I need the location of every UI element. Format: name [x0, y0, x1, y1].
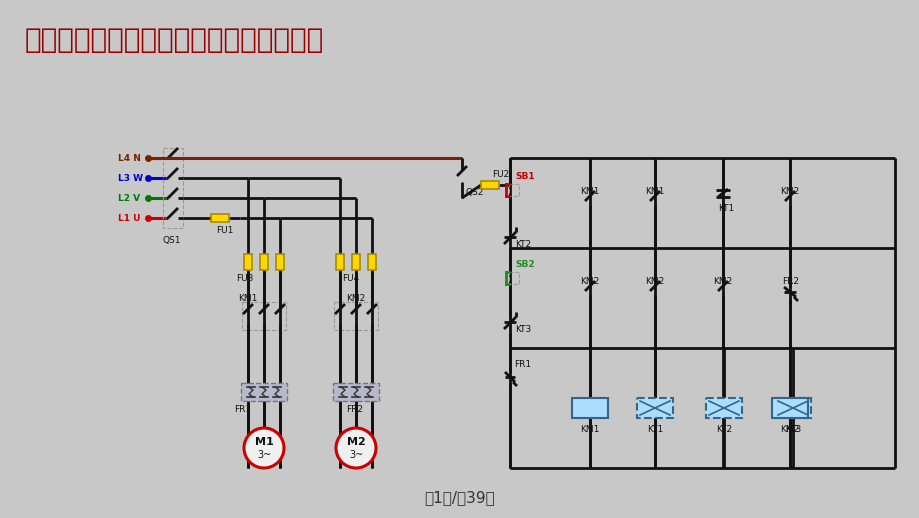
Text: KM1: KM1	[580, 425, 599, 435]
Text: QS1: QS1	[163, 236, 181, 244]
Bar	[210, 214, 229, 222]
Text: FU1: FU1	[216, 225, 233, 235]
Text: L1 U: L1 U	[118, 213, 141, 223]
Bar	[368, 254, 376, 270]
Text: 3~: 3~	[256, 450, 271, 460]
Circle shape	[244, 428, 284, 468]
Text: SB1: SB1	[515, 171, 534, 180]
Text: L2 V: L2 V	[118, 194, 140, 203]
Bar	[481, 181, 498, 189]
Bar	[572, 398, 607, 418]
Text: KM2: KM2	[579, 277, 598, 285]
Text: 3~: 3~	[348, 450, 363, 460]
Bar	[335, 254, 344, 270]
Bar	[276, 254, 284, 270]
Bar	[771, 398, 807, 418]
Text: 第1页/共39页: 第1页/共39页	[425, 491, 494, 506]
Text: KT1: KT1	[646, 425, 663, 435]
Text: FU4: FU4	[342, 274, 358, 282]
Bar	[334, 302, 378, 330]
Text: KM2: KM2	[346, 294, 365, 303]
Bar	[705, 398, 742, 418]
Text: KM1: KM1	[644, 186, 664, 195]
Text: KM2: KM2	[712, 277, 732, 285]
Text: KT1: KT1	[717, 204, 733, 212]
Bar	[774, 398, 811, 418]
Text: KM2: KM2	[779, 425, 799, 435]
Bar	[241, 383, 287, 401]
Text: FU2: FU2	[492, 169, 509, 179]
Text: KM2: KM2	[644, 277, 664, 285]
Text: FR2: FR2	[346, 406, 363, 414]
Text: FU3: FU3	[236, 274, 253, 282]
Text: FR2: FR2	[781, 277, 798, 285]
Text: FR1: FR1	[514, 359, 530, 368]
Text: QS2: QS2	[466, 188, 483, 196]
Text: KM1: KM1	[579, 186, 598, 195]
Bar	[333, 383, 379, 401]
Bar	[508, 184, 518, 196]
Text: M2: M2	[346, 437, 365, 447]
Text: KM2: KM2	[779, 186, 799, 195]
Text: FR1: FR1	[233, 406, 251, 414]
Bar	[242, 302, 286, 330]
Bar	[508, 272, 518, 284]
Text: L3 W: L3 W	[118, 174, 142, 182]
Bar	[163, 148, 183, 228]
Bar	[260, 254, 267, 270]
Bar	[352, 254, 359, 270]
Circle shape	[335, 428, 376, 468]
Text: M1: M1	[255, 437, 273, 447]
Text: KT3: KT3	[784, 425, 800, 435]
Text: KT2: KT2	[515, 239, 530, 249]
Bar	[244, 254, 252, 270]
Text: 项目一：电动机顺序启动、顺序停止控制: 项目一：电动机顺序启动、顺序停止控制	[25, 26, 323, 54]
Text: KT3: KT3	[515, 324, 530, 334]
Text: L4 N: L4 N	[118, 153, 141, 163]
Text: KT2: KT2	[715, 425, 732, 435]
Bar	[636, 398, 673, 418]
Text: KM1: KM1	[238, 294, 257, 303]
Text: SB2: SB2	[515, 260, 534, 268]
